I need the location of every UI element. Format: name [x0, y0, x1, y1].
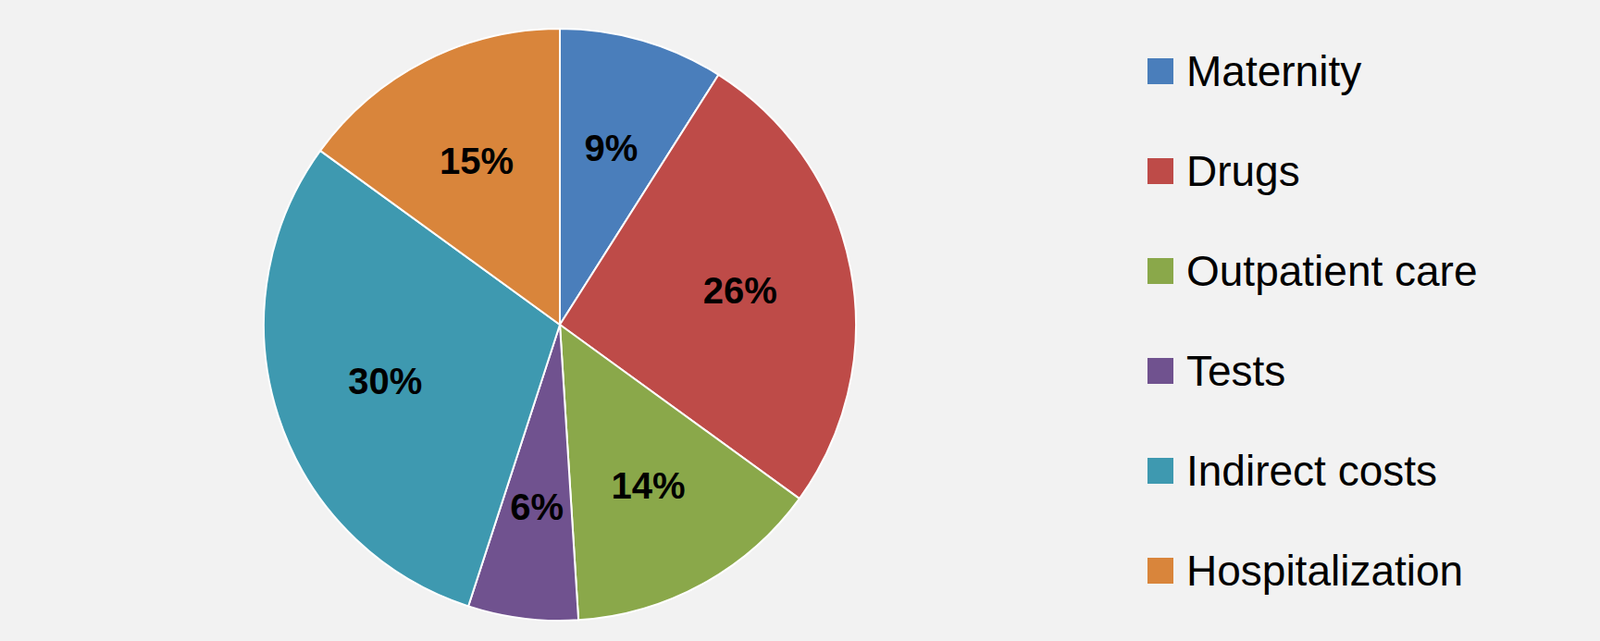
svg-text:9%: 9% — [583, 127, 638, 169]
svg-text:14%: 14% — [611, 465, 686, 507]
html-text:Maternity: Maternity — [1186, 46, 1362, 95]
svg-text:26%: 26% — [703, 270, 778, 311]
html-text:Hospitalization: Hospitalization — [1186, 546, 1464, 595]
svg-text:6%: 6% — [509, 486, 564, 528]
svg-text:30%: 30% — [347, 360, 422, 402]
html-text:Tests: Tests — [1186, 346, 1286, 395]
svg-text:15%: 15% — [439, 140, 514, 182]
html-text:Indirect costs: Indirect costs — [1186, 446, 1438, 495]
html-text:Drugs: Drugs — [1186, 146, 1300, 195]
html-text:Outpatient care: Outpatient care — [1186, 246, 1478, 295]
